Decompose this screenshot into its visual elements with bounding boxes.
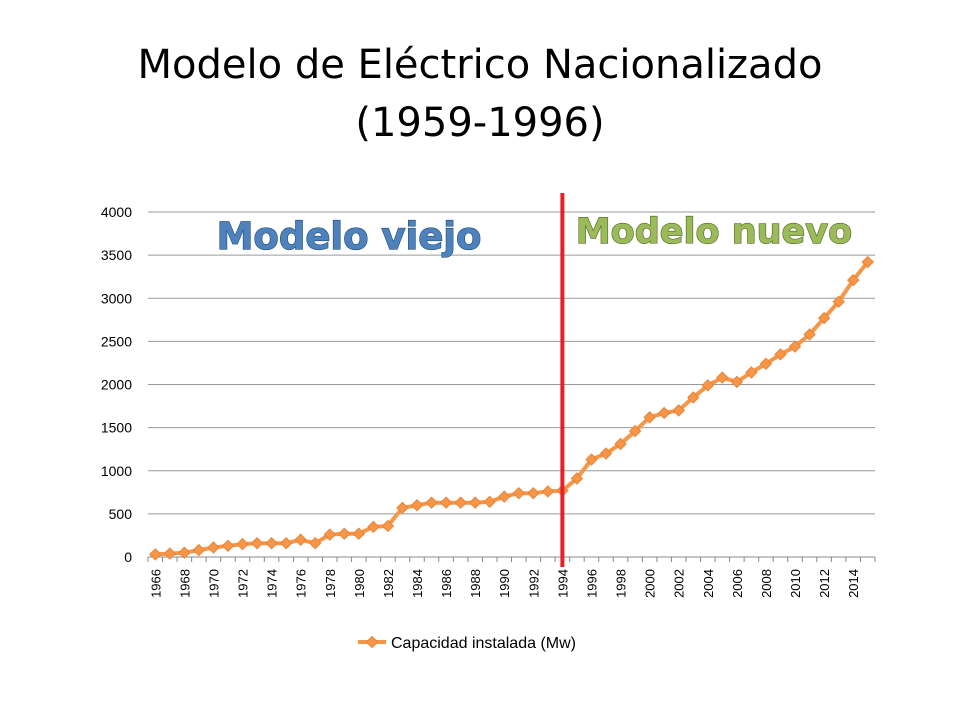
data-point [265,536,278,550]
title-line-1: Modelo de Eléctrico Nacionalizado [137,42,823,88]
data-point [628,424,642,438]
y-tick-label: 2500 [101,333,132,349]
data-point [687,391,700,404]
data-point [309,536,322,550]
x-tick-label: 1986 [439,569,454,598]
data-point [570,472,584,485]
x-tick-label: 1970 [206,569,221,598]
data-point [178,546,191,559]
x-tick-label: 2012 [817,569,832,598]
y-tick-label: 4000 [101,204,132,220]
data-point [250,536,264,550]
x-axis: 1966 1968 1970 1972 1974 1976 1978 1980 1982 1984… [147,556,876,598]
data-point [512,486,525,500]
data-point [163,547,177,560]
y-axis: 0 500 1000 1500 2000 2500 3000 3500 4000 [101,204,132,565]
x-tick-label: 2010 [788,569,803,598]
y-tick-label: 0 [124,549,132,565]
data-point [672,404,685,417]
data-point [585,453,598,466]
x-tick-label: 1990 [497,569,512,598]
x-tick-label: 1978 [323,569,338,598]
data-point [483,495,496,509]
data-point [439,496,453,509]
series-line [153,260,870,557]
data-point [701,379,714,392]
gridlines [148,211,875,515]
slide-title: Modelo de Eléctrico Nacionalizado (1959-… [0,36,960,152]
x-tick-label: 1976 [294,569,309,598]
data-point [541,485,555,498]
y-tick-label: 3000 [101,290,132,306]
data-point [410,499,424,512]
data-point [861,255,874,269]
data-point [716,371,729,384]
data-point [221,539,235,552]
x-tick-label: 2006 [730,569,745,598]
x-tick-label: 1972 [236,569,251,598]
data-point [236,537,249,551]
x-tick-label: 1974 [265,569,280,598]
data-point [294,533,307,546]
x-tick-label: 2000 [643,569,658,598]
data-point [832,295,845,308]
x-tick-label: 1996 [584,569,599,598]
y-tick-label: 1000 [101,463,132,479]
data-point [730,375,744,389]
x-tick-label: 1966 [148,569,163,598]
data-point [381,519,395,533]
y-tick-label: 500 [109,506,133,522]
data-point [745,366,758,379]
data-point [367,520,380,534]
new-model-label: Modelo nuevo [576,212,852,252]
old-model-label: Modelo viejo [217,215,482,258]
data-point [454,496,467,509]
title-line-2: (1959-1996) [355,100,605,146]
data-point [788,340,802,353]
x-tick-label: 1984 [410,569,425,598]
y-tick-label: 3500 [101,247,132,263]
data-point [803,328,816,341]
x-tick-label: 1980 [352,569,367,598]
y-tick-label: 1500 [101,420,132,436]
data-point [338,527,351,540]
legend-series-label: Capacidad instalada (Mw) [391,635,576,652]
legend: Capacidad instalada (Mw) [358,635,576,652]
data-point [468,496,482,509]
x-tick-label: 2002 [672,569,687,598]
annotations: Modelo viejo Modelo nuevo [216,193,853,567]
data-point [846,273,860,287]
x-tick-label: 1982 [381,569,396,598]
data-point [643,411,656,424]
data-point [149,548,162,561]
x-tick-label: 2008 [759,569,774,598]
data-point [207,541,220,554]
data-point [759,357,773,371]
legend-series-marker [365,635,379,649]
data-point [192,543,206,557]
data-point [323,528,336,541]
x-tick-label: 1998 [614,569,629,598]
data-point [279,536,293,550]
data-point [498,490,511,503]
data-point [527,486,540,500]
data-point [352,527,366,540]
data-point [425,496,438,509]
series-capacidad [149,255,874,561]
data-point [614,437,627,451]
x-tick-label: 2014 [846,569,861,598]
x-tick-label: 1968 [177,569,192,598]
x-tick-label: 1988 [468,569,483,598]
data-point [599,447,613,460]
x-tick-label: 1992 [526,569,541,598]
data-point [396,501,409,515]
data-point [817,311,831,325]
data-point [657,406,671,420]
data-point [774,348,787,361]
y-tick-label: 2000 [101,377,132,393]
x-tick-label: 2004 [701,569,716,598]
x-tick-label: 1994 [555,569,570,598]
